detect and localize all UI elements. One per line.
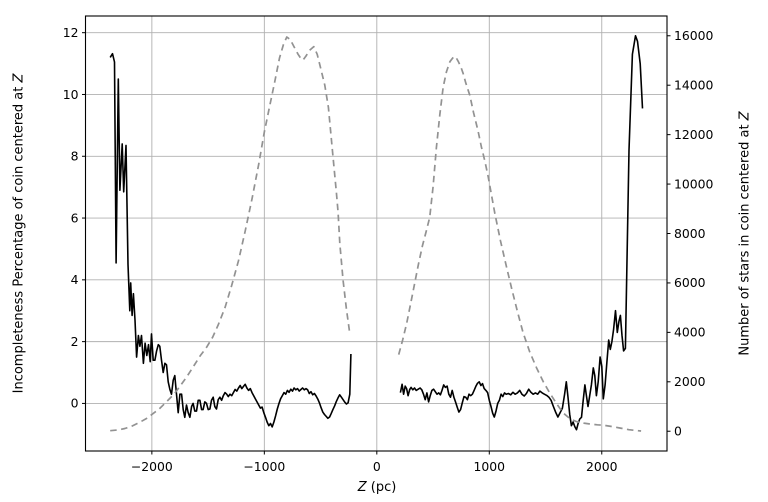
left-y-tick-label: 2 <box>71 334 79 349</box>
x-tick-label: −2000 <box>131 459 173 474</box>
right-y-tick-label: 6000 <box>674 275 706 290</box>
right-y-tick-label: 8000 <box>674 226 706 241</box>
x-tick-label: −1000 <box>243 459 285 474</box>
incompleteness-percentage-line <box>109 34 644 431</box>
right-y-tick-label: 0 <box>674 424 682 439</box>
right-y-tick-label: 10000 <box>674 176 714 191</box>
star-count-line <box>110 36 642 432</box>
x-tick-label: 0 <box>373 459 381 474</box>
x-tick-label: 2000 <box>586 459 618 474</box>
left-y-tick-label: 4 <box>71 272 79 287</box>
right-y-tick-label: 4000 <box>674 325 706 340</box>
right-y-tick-label: 16000 <box>674 28 714 43</box>
left-y-tick-label: 12 <box>63 25 79 40</box>
left-y-tick-label: 10 <box>63 87 79 102</box>
right-y-tick-label: 2000 <box>674 374 706 389</box>
right-y-tick-label: 14000 <box>674 78 714 93</box>
left-y-tick-label: 0 <box>71 396 79 411</box>
tick-labels: −2000 −1000 0 1000 2000 0 2 4 6 8 10 12 0 2000 4000 600… <box>63 25 714 474</box>
left-y-tick-label: 8 <box>71 149 79 164</box>
tick-marks <box>82 32 671 455</box>
left-y-tick-label: 6 <box>71 210 79 225</box>
x-tick-label: 1000 <box>474 459 506 474</box>
right-y-tick-label: 12000 <box>674 127 714 142</box>
